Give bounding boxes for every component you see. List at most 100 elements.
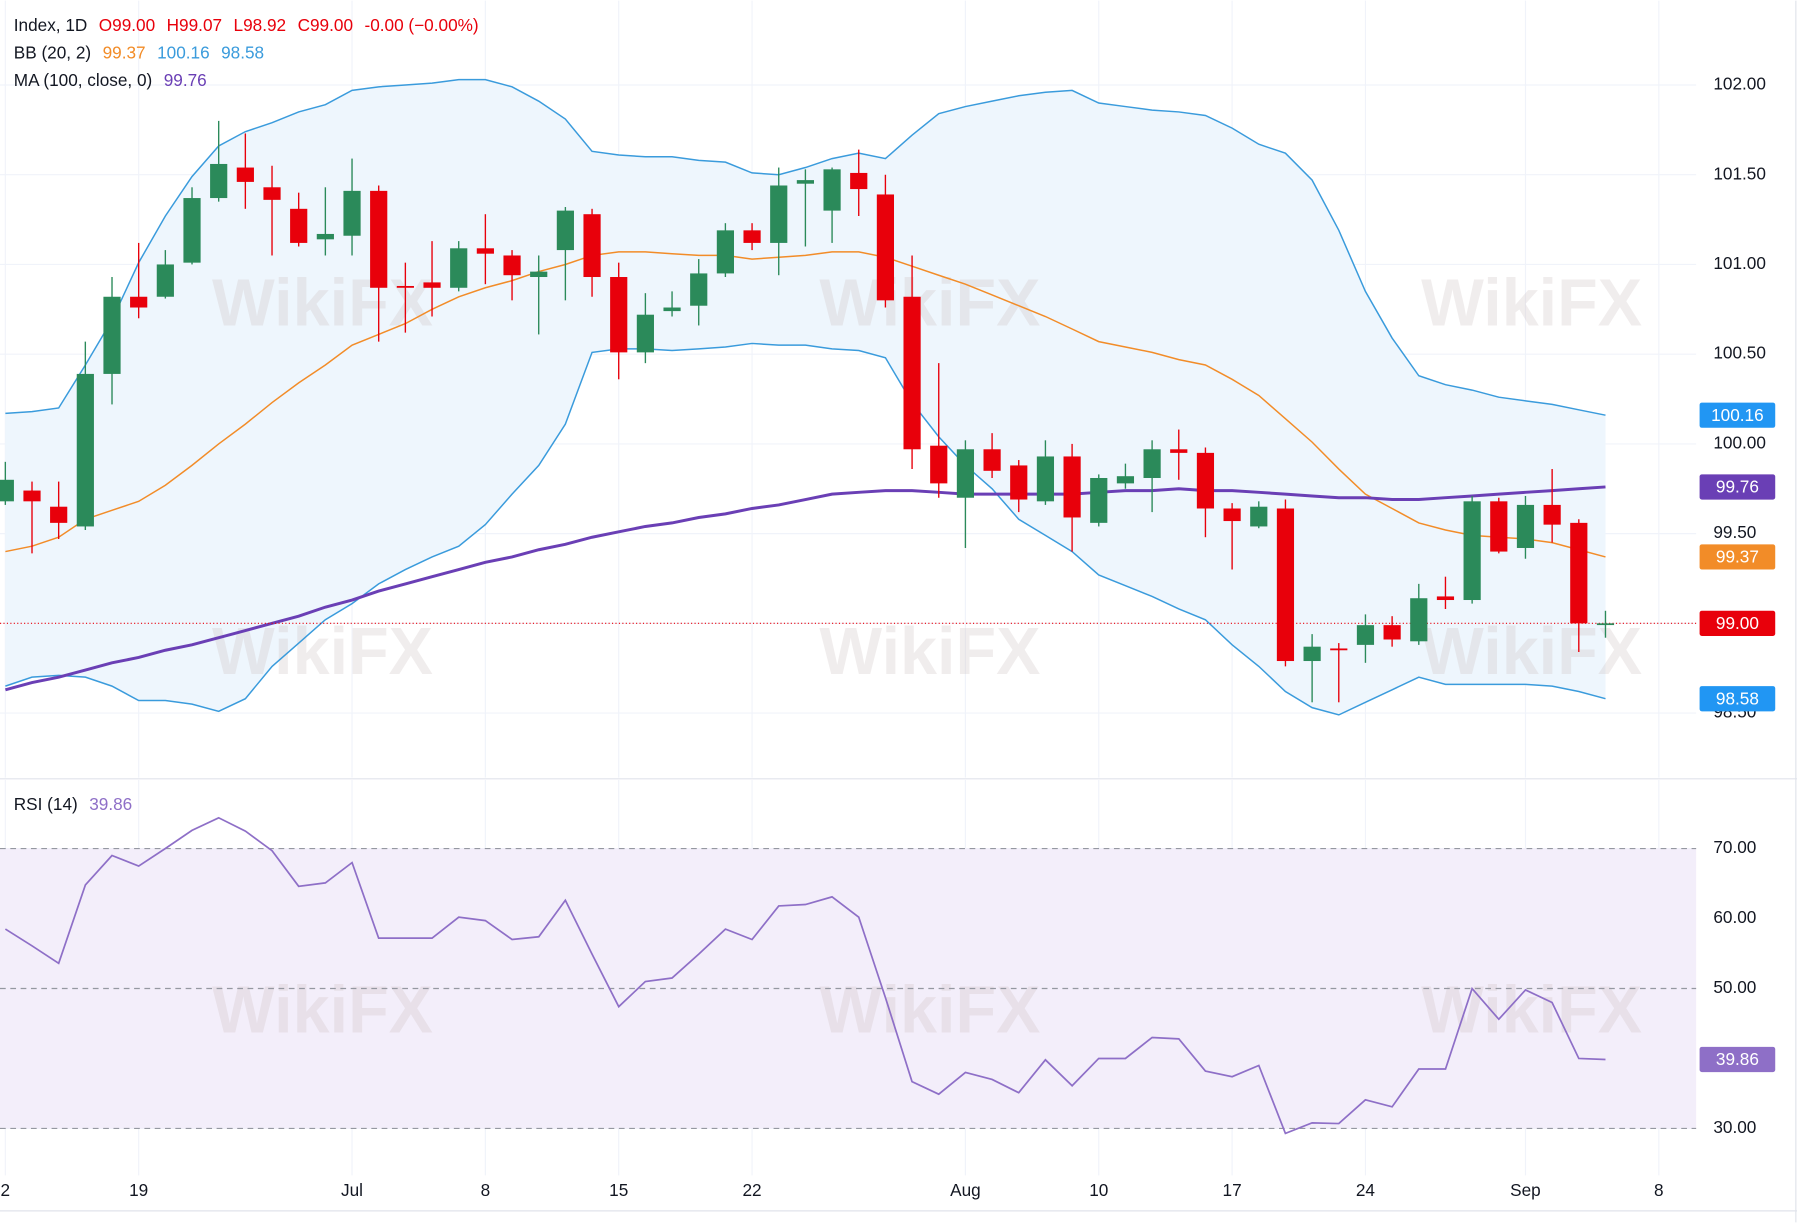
y-tick-label: 99.50: [1713, 522, 1756, 542]
candle-body: [1436, 596, 1455, 601]
watermark: WikiFX: [819, 615, 1040, 689]
candle-body: [770, 185, 788, 243]
price-badge: [1699, 686, 1776, 712]
header-line: Index, 1D O99.00 H99.07 L98.92 C99.00 -0.00 (…: [14, 14, 479, 34]
candle-body: [343, 190, 361, 236]
candle-body: [530, 271, 548, 278]
price-badge-label: 99.76: [1716, 477, 1759, 497]
candle-body: [476, 248, 494, 254]
low-label: L98.92: [234, 14, 287, 34]
bb-fill: [5, 79, 1606, 715]
watermark: WikiFX: [1421, 973, 1642, 1047]
candle-body: [930, 445, 948, 484]
symbol: Index, 1D: [14, 14, 88, 34]
price-badge: [1699, 402, 1776, 428]
y-tick-label: 102.00: [1713, 74, 1766, 94]
candle-body: [663, 307, 681, 312]
candle-body: [1276, 508, 1295, 662]
candle-body: [1170, 449, 1188, 453]
candle-body: [1463, 501, 1481, 601]
candle-body: [1543, 504, 1561, 525]
candle-body: [503, 255, 521, 276]
x-tick-label: 24: [1356, 1180, 1376, 1200]
high-label: H99.07: [167, 14, 222, 34]
price-badge: [1699, 610, 1776, 636]
candle-body: [983, 449, 1001, 471]
price-badge: [1699, 1046, 1776, 1073]
y-tick-label: 100.50: [1713, 343, 1766, 363]
y-tick-label: 70.00: [1713, 837, 1756, 857]
candle-body: [130, 296, 148, 308]
candle-body: [1410, 598, 1428, 642]
bb-legend: BB (20, 2) 99.37 100.16 98.58: [14, 42, 264, 62]
x-tick-label: 8: [1654, 1180, 1664, 1200]
candle-body: [1250, 506, 1268, 527]
candle-body: [636, 314, 654, 353]
candle-body: [690, 273, 708, 306]
y-tick-label: 30.00: [1713, 1117, 1756, 1137]
candle-body: [1010, 465, 1028, 500]
candle-body: [743, 230, 761, 243]
candle-body: [450, 248, 468, 288]
candle-body: [1383, 625, 1401, 640]
watermark: WikiFX: [212, 973, 433, 1047]
watermark: WikiFX: [212, 266, 433, 340]
candle-body: [1223, 508, 1241, 522]
y-tick-label: 60.00: [1713, 907, 1756, 927]
watermark: WikiFX: [819, 266, 1040, 340]
x-tick-label: 8: [481, 1180, 491, 1200]
x-tick-label: 17: [1223, 1180, 1242, 1200]
open-label: O99.00: [99, 14, 155, 34]
close-label: C99.00: [298, 14, 353, 34]
price-badge-label: 99.00: [1716, 613, 1759, 633]
watermarks: WikiFX WikiFX WikiFX WikiFX WikiFX WikiF…: [212, 266, 1642, 1047]
candle-body: [370, 190, 388, 288]
candle-body: [236, 167, 254, 182]
price-badge-label: 99.37: [1716, 547, 1759, 567]
x-tick-label: 15: [609, 1180, 628, 1200]
candle-body: [876, 194, 895, 301]
candle-body: [796, 180, 814, 184]
x-tick-label: 10: [1089, 1180, 1108, 1200]
candle-body: [1303, 646, 1321, 662]
candles: [0, 120, 1615, 703]
candle-body: [1116, 476, 1135, 484]
x-tick-label: 22: [743, 1180, 762, 1200]
candle-body: [610, 277, 628, 353]
rsi-line: [4, 816, 1606, 1135]
candle-body: [956, 449, 975, 498]
candle-body: [1596, 623, 1615, 626]
candle-body: [76, 373, 94, 527]
watermark: WikiFX: [212, 615, 433, 689]
change-label: -0.00 (−0.00%): [364, 14, 478, 34]
rsi-legend: RSI (14) 39.86: [14, 794, 132, 814]
candle-body: [263, 187, 281, 200]
candle-body: [716, 230, 734, 274]
bb-lower-value: 98.58: [221, 42, 264, 62]
candle-body: [316, 233, 334, 240]
bb-basis-line: [5, 251, 1606, 558]
candle-body: [823, 169, 841, 211]
bb-name: BB (20, 2): [14, 42, 91, 62]
candle-body: [1330, 648, 1348, 651]
y-tick-label: 101.50: [1713, 163, 1766, 183]
price-badge-label: 100.16: [1711, 405, 1764, 425]
candle-body: [903, 296, 921, 450]
watermark: WikiFX: [1421, 615, 1642, 689]
rsi-value: 39.86: [89, 794, 132, 814]
y-tick-label: 101.00: [1713, 253, 1766, 273]
candle-body: [556, 210, 574, 251]
bb-basis-value: 99.37: [103, 42, 146, 62]
candle-body: [396, 285, 414, 288]
price-badge: [1699, 474, 1776, 500]
bb-upper-value: 100.16: [157, 42, 210, 62]
candle-body: [1356, 625, 1375, 645]
candle-body: [210, 163, 228, 199]
candle-body: [1570, 522, 1588, 624]
ma-name: MA (100, close, 0): [14, 69, 153, 89]
legend: Index, 1D O99.00 H99.07 L98.92 C99.00 -0.00 (…: [14, 14, 479, 813]
candle-body: [0, 479, 14, 502]
indicator-lines: [0, 78, 1697, 1135]
